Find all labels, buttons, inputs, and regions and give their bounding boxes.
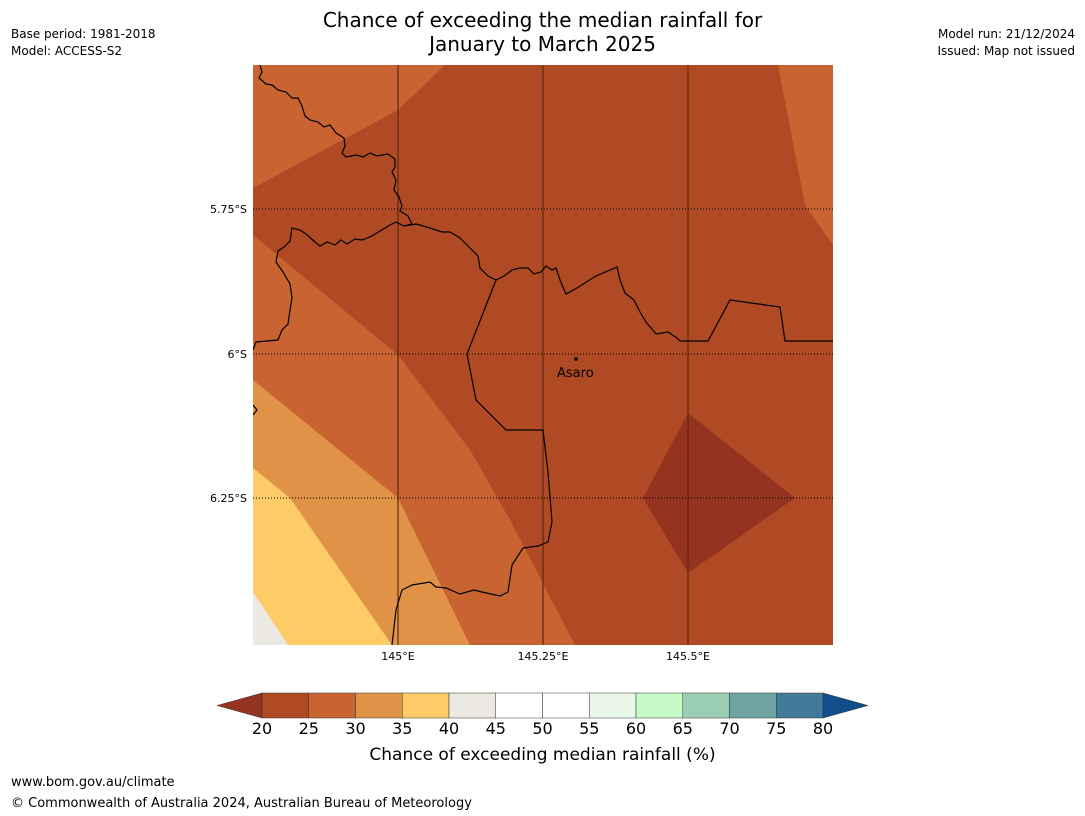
colorbar-segment (308, 692, 356, 719)
colorbar-segment (402, 692, 450, 719)
lon-tick-145-5: 145.5°E (666, 650, 710, 663)
colorbar-tick-label: 35 (392, 719, 413, 738)
lon-tick-145-25: 145.25°E (517, 650, 569, 663)
colorbar-segment (355, 692, 403, 719)
model-run-text: Model run: 21/12/2024 (937, 27, 1075, 41)
colorbar-over-arrow (822, 692, 869, 719)
colorbar-tick-label: 65 (672, 719, 693, 738)
colorbar-segment (448, 692, 496, 719)
boundary-south (391, 279, 553, 645)
lat-tick-6-25: 6.25°S (210, 492, 247, 505)
boundary-central (403, 223, 833, 342)
rainfall-contours (253, 65, 833, 645)
colorbar-tick-label: 70 (719, 719, 740, 738)
model-text: Model: ACCESS-S2 (11, 44, 123, 58)
colorbar-segments (261, 692, 824, 719)
colorbar-title: Chance of exceeding median rainfall (%) (369, 745, 716, 765)
colorbar-tick-label: 55 (579, 719, 600, 738)
lon-tick-145: 145°E (381, 650, 415, 663)
colorbar-tick-label: 80 (812, 719, 834, 738)
meta-left: Base period: 1981-2018 Model: ACCESS-S2 (11, 26, 156, 60)
colorbar-segment (635, 692, 683, 719)
province-boundaries (253, 65, 833, 645)
colorbar (216, 692, 869, 719)
colorbar-segment (776, 692, 824, 719)
boundary-north (258, 65, 413, 227)
map-title: Chance of exceeding the median rainfall … (0, 8, 1085, 56)
colorbar-segment (542, 692, 590, 719)
colorbar-tick-label: 45 (485, 719, 506, 738)
contour-below-20 (643, 413, 795, 573)
contour-25-30-northwest (253, 65, 445, 188)
footer-copyright: © Commonwealth of Australia 2024, Austra… (11, 796, 472, 811)
meta-right: Model run: 21/12/2024 Issued: Map not is… (937, 26, 1075, 60)
colorbar-segment (729, 692, 777, 719)
colorbar-tick-label: 30 (345, 719, 366, 738)
contour-25-30-northeast (778, 65, 833, 245)
colorbar-segment (495, 692, 543, 719)
colorbar-segment (589, 692, 637, 719)
colorbar-segment (261, 692, 309, 719)
colorbar-tick-label: 50 (532, 719, 553, 738)
contour-40-45 (253, 592, 288, 645)
asaro-marker (574, 357, 578, 361)
lat-tick-5-75: 5.75°S (210, 203, 247, 216)
map-title-line2: January to March 2025 (429, 32, 656, 56)
colorbar-segment (682, 692, 730, 719)
colorbar-tick-label: 25 (298, 719, 319, 738)
footer-url[interactable]: www.bom.gov.au/climate (11, 775, 175, 790)
issued-text: Issued: Map not issued (937, 44, 1075, 58)
contour-35-40 (253, 468, 392, 645)
map-title-line1: Chance of exceeding the median rainfall … (322, 8, 763, 32)
colorbar-under-arrow (216, 692, 263, 719)
lat-tick-6: 6°S (227, 348, 247, 361)
base-period-text: Base period: 1981-2018 (11, 27, 156, 41)
colorbar-tick-label: 40 (438, 719, 460, 738)
boundary-west (253, 221, 405, 351)
colorbar-tick-label: 75 (766, 719, 787, 738)
place-label-asaro: Asaro (557, 366, 594, 381)
colorbar-tick-label: 20 (251, 719, 273, 738)
boundary-southwest-fragment (253, 404, 258, 416)
colorbar-tick-label: 60 (625, 719, 647, 738)
